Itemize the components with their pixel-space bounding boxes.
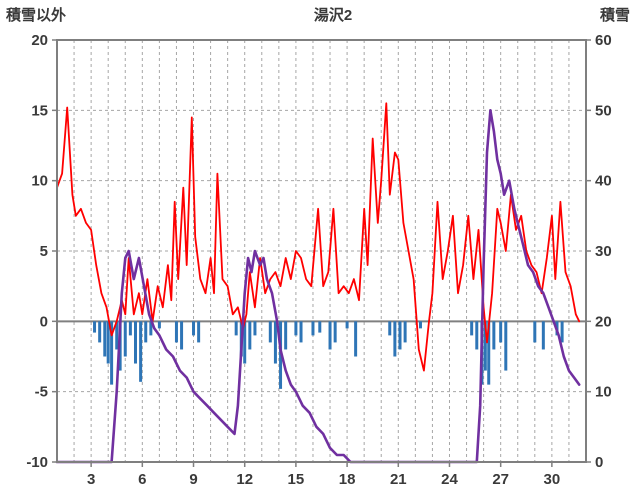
right-axis-ticks: 60 50 40 30 20 10 0	[586, 32, 612, 471]
chart-header: 積雪以外 湯沢2 積雪	[0, 4, 636, 25]
right-axis-label: 積雪	[599, 7, 630, 24]
x-tick-label: 18	[339, 471, 356, 488]
temperature-line	[56, 102, 581, 372]
left-tick-label: 15	[31, 102, 48, 119]
left-tick-label: 0	[40, 313, 48, 330]
x-tick-label: 21	[390, 471, 407, 488]
x-tick-label: 15	[288, 471, 305, 488]
x-tick-label: 27	[492, 471, 509, 488]
right-tick-label: 30	[595, 243, 612, 260]
x-tick-label: 12	[236, 471, 253, 488]
left-tick-label: 5	[40, 243, 48, 260]
chart-title: 湯沢2	[313, 7, 353, 24]
left-tick-label: 10	[31, 173, 48, 190]
left-axis-ticks: 20 15 10 5 0 -5 -10	[26, 32, 57, 471]
temperature-line	[56, 102, 581, 372]
x-tick-label: 9	[189, 471, 197, 488]
left-axis-label: 積雪以外	[6, 7, 67, 24]
right-tick-label: 60	[595, 32, 612, 49]
right-tick-label: 10	[595, 384, 612, 401]
x-axis-ticks: 3 6 9 12 15 18 21 24 27 30	[87, 462, 560, 488]
right-tick-label: 40	[595, 173, 612, 190]
right-tick-label: 20	[595, 313, 612, 330]
x-tick-label: 6	[138, 471, 146, 488]
snow-depth-line	[55, 109, 581, 464]
precipitation-bars	[93, 321, 564, 389]
right-tick-label: 0	[595, 454, 603, 471]
left-tick-label: -5	[35, 384, 48, 401]
left-tick-label: -10	[26, 454, 48, 471]
x-tick-label: 3	[87, 471, 95, 488]
snow-depth-line	[55, 109, 581, 464]
left-tick-label: 20	[31, 32, 48, 49]
x-tick-label: 24	[441, 471, 458, 488]
right-tick-label: 50	[595, 102, 612, 119]
x-tick-label: 30	[544, 471, 561, 488]
